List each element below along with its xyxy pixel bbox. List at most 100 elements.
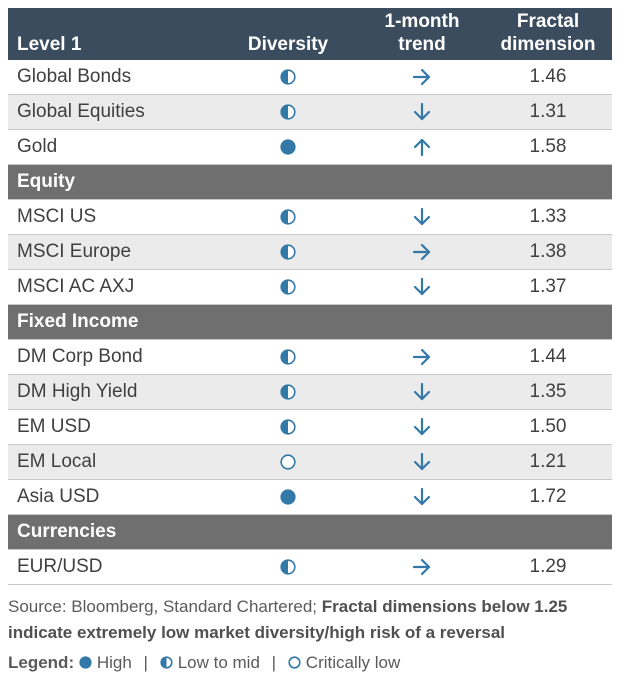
table-row: EM USD 1.50 xyxy=(8,409,612,445)
section-title: Equity xyxy=(8,164,612,200)
diversity-cell xyxy=(216,94,360,130)
legend-separator: | xyxy=(271,653,277,672)
section-header-row: Fixed Income xyxy=(8,304,612,340)
arrow-right-icon xyxy=(412,242,432,262)
trend-cell xyxy=(360,374,484,410)
table-header-row: Level 1 Diversity 1-month trend Fractal di… xyxy=(8,8,612,60)
asset-name: MSCI US xyxy=(8,199,216,235)
high-diversity-icon xyxy=(280,139,296,155)
arrow-down-icon xyxy=(412,452,432,472)
diversity-cell xyxy=(216,479,360,515)
asset-name: Asia USD xyxy=(8,479,216,515)
asset-name: MSCI Europe xyxy=(8,234,216,270)
low-to-mid-diversity-icon xyxy=(280,349,296,365)
fractal-dimension-value: 1.35 xyxy=(484,374,612,410)
source-bold-note: Fractal dimensions below 1.25 indicate e… xyxy=(8,597,568,642)
header-diversity: Diversity xyxy=(216,8,360,60)
table-row: Asia USD 1.72 xyxy=(8,479,612,515)
header-level-1: Level 1 xyxy=(8,8,216,60)
low-to-mid-diversity-icon xyxy=(280,104,296,120)
asset-name: DM High Yield xyxy=(8,374,216,410)
section-title: Fixed Income xyxy=(8,304,612,340)
low-to-mid-diversity-icon xyxy=(280,384,296,400)
diversity-cell xyxy=(216,409,360,445)
trend-cell xyxy=(360,129,484,165)
table-row: Global Equities 1.31 xyxy=(8,94,612,130)
arrow-down-icon xyxy=(412,382,432,402)
asset-name: MSCI AC AXJ xyxy=(8,269,216,305)
fractal-dimension-value: 1.31 xyxy=(484,94,612,130)
arrow-right-icon xyxy=(412,67,432,87)
asset-name: EM USD xyxy=(8,409,216,445)
low-to-mid-diversity-icon xyxy=(280,209,296,225)
table-row: DM Corp Bond 1.44 xyxy=(8,339,612,375)
asset-name: EM Local xyxy=(8,444,216,480)
diversity-cell xyxy=(216,234,360,270)
table-row: Global Bonds 1.46 xyxy=(8,60,612,95)
header-fractal-dimension: Fractal dimension xyxy=(484,8,612,60)
arrow-down-icon xyxy=(412,102,432,122)
fractal-dimension-value: 1.44 xyxy=(484,339,612,375)
low-to-mid-diversity-icon xyxy=(280,69,296,85)
table-row: EM Local 1.21 xyxy=(8,444,612,480)
trend-cell xyxy=(360,479,484,515)
table-row: DM High Yield 1.35 xyxy=(8,374,612,410)
arrow-right-icon xyxy=(412,557,432,577)
fractal-dimension-value: 1.21 xyxy=(484,444,612,480)
arrow-down-icon xyxy=(412,417,432,437)
asset-name: EUR/USD xyxy=(8,549,216,585)
asset-name: DM Corp Bond xyxy=(8,339,216,375)
fractal-dimension-value: 1.72 xyxy=(484,479,612,515)
legend-low-to-mid-label: Low to mid xyxy=(177,653,260,672)
diversity-cell xyxy=(216,339,360,375)
trend-cell xyxy=(360,269,484,305)
fractal-dimension-value: 1.37 xyxy=(484,269,612,305)
arrow-down-icon xyxy=(412,277,432,297)
diversity-cell xyxy=(216,374,360,410)
table-row: Gold 1.58 xyxy=(8,129,612,165)
asset-name: Global Equities xyxy=(8,94,216,130)
legend-critically-low-icon xyxy=(288,651,301,669)
fractal-dimension-value: 1.50 xyxy=(484,409,612,445)
table-row: MSCI AC AXJ 1.37 xyxy=(8,269,612,305)
source-note: Source: Bloomberg, Standard Chartered; F… xyxy=(8,594,618,646)
arrow-down-icon xyxy=(412,487,432,507)
trend-cell xyxy=(360,409,484,445)
fractal-dimension-value: 1.58 xyxy=(484,129,612,165)
trend-cell xyxy=(360,549,484,585)
fractal-dimension-value: 1.29 xyxy=(484,549,612,585)
section-title: Currencies xyxy=(8,514,612,550)
table-row: MSCI Europe 1.38 xyxy=(8,234,612,270)
trend-cell xyxy=(360,60,484,95)
legend-label: Legend: xyxy=(8,653,75,672)
diversity-cell xyxy=(216,444,360,480)
low-to-mid-diversity-icon xyxy=(280,419,296,435)
fractal-dimension-table: Level 1 Diversity 1-month trend Fractal di… xyxy=(8,8,612,585)
arrow-up-icon xyxy=(412,137,432,157)
legend: Legend: High | Low to mid | Critically l… xyxy=(8,650,618,676)
trend-cell xyxy=(360,94,484,130)
trend-cell xyxy=(360,234,484,270)
asset-name: Global Bonds xyxy=(8,60,216,95)
table-row: MSCI US 1.33 xyxy=(8,199,612,235)
asset-name: Gold xyxy=(8,129,216,165)
diversity-cell xyxy=(216,199,360,235)
header-1-month-trend: 1-month trend xyxy=(360,8,484,60)
legend-high-icon xyxy=(79,651,92,669)
fractal-dimension-value: 1.46 xyxy=(484,60,612,95)
legend-separator: | xyxy=(143,653,148,672)
source-text: Source: Bloomberg, Standard Chartered; xyxy=(8,597,322,616)
diversity-cell xyxy=(216,60,360,95)
low-to-mid-diversity-icon xyxy=(280,244,296,260)
fractal-dimension-value: 1.33 xyxy=(484,199,612,235)
critically-low-diversity-icon xyxy=(280,454,296,470)
low-to-mid-diversity-icon xyxy=(280,559,296,575)
arrow-down-icon xyxy=(412,207,432,227)
diversity-cell xyxy=(216,129,360,165)
section-header-row: Equity xyxy=(8,164,612,200)
fractal-dimension-value: 1.38 xyxy=(484,234,612,270)
trend-cell xyxy=(360,444,484,480)
legend-high-label: High xyxy=(96,653,132,672)
high-diversity-icon xyxy=(280,489,296,505)
